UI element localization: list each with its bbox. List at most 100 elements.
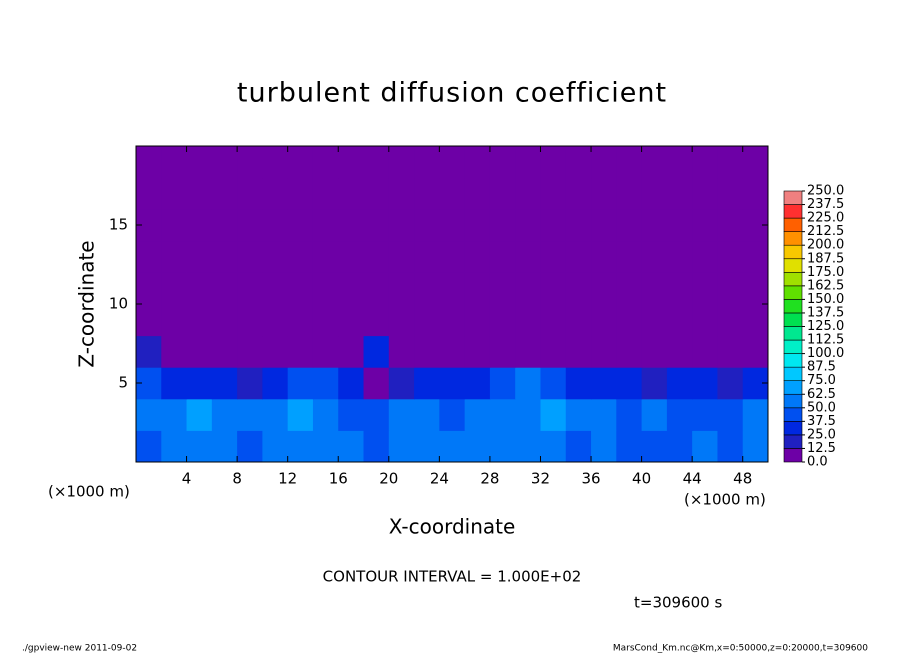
field-cell <box>237 240 263 273</box>
field-cell <box>161 177 188 210</box>
field-cell <box>161 430 188 463</box>
field-cell <box>186 146 213 179</box>
field-cell <box>388 304 415 337</box>
field-cell <box>439 430 466 463</box>
field-cell <box>515 430 541 463</box>
field-cell <box>211 304 238 337</box>
field-cell <box>388 430 415 463</box>
colorbar-swatch <box>783 448 803 463</box>
field-cell <box>616 272 643 305</box>
field-cell <box>414 240 440 273</box>
field-cell <box>439 398 466 431</box>
colorbar-label: 37.5 <box>807 414 836 429</box>
field-cell <box>262 398 289 431</box>
field-cell <box>692 146 718 179</box>
field-cell <box>692 367 718 400</box>
field-cell <box>262 209 289 242</box>
field-cell <box>287 272 314 305</box>
field-cell <box>641 398 668 431</box>
field-cell <box>540 146 567 179</box>
field-cell <box>464 398 491 431</box>
field-cell <box>211 209 238 242</box>
field-cell <box>540 335 567 368</box>
field-cell <box>136 335 162 368</box>
colorbar-label: 250.0 <box>807 184 844 199</box>
field-cell <box>312 430 339 463</box>
field-cell <box>211 335 238 368</box>
field-cell <box>186 430 213 463</box>
field-cell <box>666 398 693 431</box>
field-cell <box>666 335 693 368</box>
field-cell <box>515 304 541 337</box>
field-cell <box>515 367 541 400</box>
colorbar-swatch <box>783 380 803 395</box>
field-cell <box>742 335 769 368</box>
colorbar-label: 62.5 <box>807 387 836 402</box>
field-cell <box>464 367 491 400</box>
field-cell <box>717 272 744 305</box>
field-cell <box>591 272 617 305</box>
field-cell <box>237 335 263 368</box>
field-cell <box>287 367 314 400</box>
colorbar-label: 50.0 <box>807 400 836 415</box>
x-tick-label: 44 <box>683 470 702 488</box>
field-cell <box>540 398 567 431</box>
field-cell <box>161 398 188 431</box>
footer-left: ./gpview-new 2011-09-02 <box>22 644 137 654</box>
field-cell <box>237 430 263 463</box>
field-cell <box>287 398 314 431</box>
field-cell <box>666 272 693 305</box>
field-cell <box>363 240 390 273</box>
field-cell <box>136 177 162 210</box>
field-cell <box>565 177 592 210</box>
field-cell <box>388 398 415 431</box>
field-cell <box>388 177 415 210</box>
colorbar-label: 175.0 <box>807 265 844 280</box>
field-cell <box>287 209 314 242</box>
field-cell <box>666 209 693 242</box>
field-cell <box>439 335 466 368</box>
colorbar-swatch <box>783 244 803 260</box>
field-cell <box>237 272 263 305</box>
field-cell <box>742 304 769 337</box>
field-cell <box>388 367 415 400</box>
field-cell <box>717 209 744 242</box>
field-cell <box>161 240 188 273</box>
field-cell <box>742 398 769 431</box>
colorbar-label: 212.5 <box>807 224 844 239</box>
field-cell <box>742 430 769 463</box>
field-cell <box>237 304 263 337</box>
field-cell <box>742 177 769 210</box>
field-cell <box>338 367 365 400</box>
field-cell <box>565 367 592 400</box>
field-cell <box>515 177 541 210</box>
field-cell <box>287 304 314 337</box>
colorbar-swatch <box>783 312 803 327</box>
field-cell <box>641 430 668 463</box>
field-cell <box>287 177 314 210</box>
field-cell <box>591 335 617 368</box>
field-cell <box>363 272 390 305</box>
field-cell <box>616 209 643 242</box>
field-cell <box>388 146 415 179</box>
field-cell <box>591 177 617 210</box>
field-cell <box>515 240 541 273</box>
x-unit-left: (×1000 m) <box>48 483 130 501</box>
field-cell <box>464 209 491 242</box>
colorbar-swatch <box>783 434 803 449</box>
y-tick-label: 10 <box>109 295 128 313</box>
field-cell <box>641 304 668 337</box>
field-cell <box>439 367 466 400</box>
chart-title: turbulent diffusion coefficient <box>237 78 667 109</box>
colorbar-label: 125.0 <box>807 319 844 334</box>
field-cell <box>439 240 466 273</box>
colorbar-label: 0.0 <box>807 455 828 470</box>
field-cell <box>237 146 263 179</box>
field-cell <box>338 304 365 337</box>
field-cell <box>186 398 213 431</box>
field-cell <box>312 177 339 210</box>
colorbar-swatch <box>783 190 803 205</box>
field-cell <box>363 398 390 431</box>
time-label: t=309600 s <box>634 594 722 612</box>
x-tick-label: 32 <box>531 470 550 488</box>
